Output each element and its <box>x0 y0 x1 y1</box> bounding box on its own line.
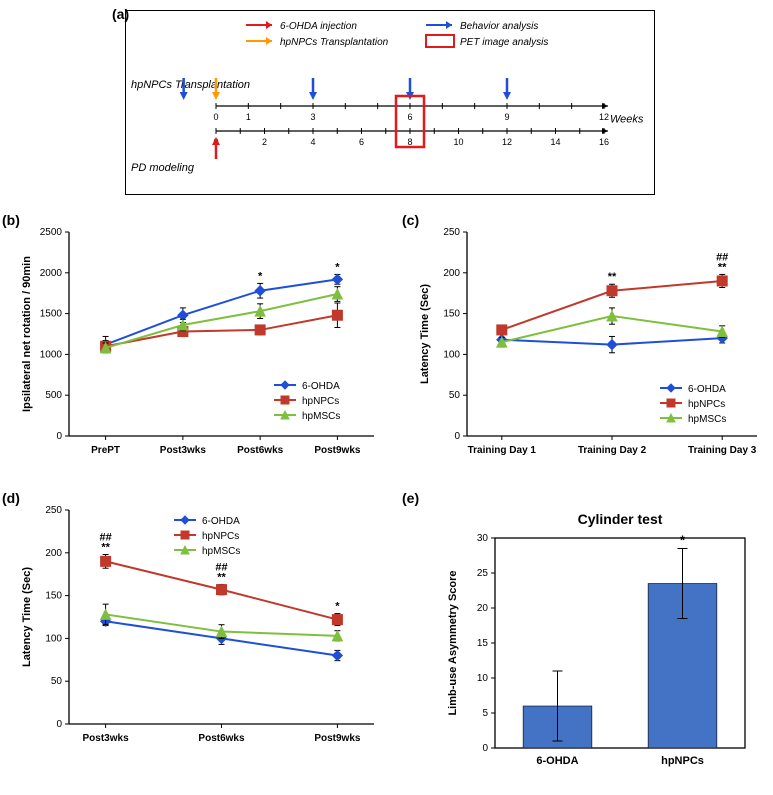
svg-text:Limb-use Asymmetry Score: Limb-use Asymmetry Score <box>447 570 459 715</box>
svg-text:Behavior analysis: Behavior analysis <box>460 21 538 32</box>
svg-text:10: 10 <box>477 673 489 684</box>
svg-text:0: 0 <box>213 112 218 122</box>
svg-text:4: 4 <box>310 137 315 147</box>
svg-text:5: 5 <box>482 708 488 719</box>
svg-text:Post9wks: Post9wks <box>314 733 361 744</box>
svg-text:100: 100 <box>443 349 460 360</box>
svg-text:Post3wks: Post3wks <box>83 733 130 744</box>
panel-e-chart: Cylinder test 0 5 10 15 20 25 30 Limb-use Asymme… <box>440 508 760 778</box>
svg-text:##: ## <box>215 561 227 573</box>
svg-text:150: 150 <box>443 309 460 320</box>
panel-a-timeline: 6-OHDA injection hpNPCs Transplantation Be… <box>125 10 655 195</box>
svg-text:*: * <box>258 270 263 282</box>
svg-text:Latency Time (Sec): Latency Time (Sec) <box>419 284 431 384</box>
svg-text:14: 14 <box>550 137 560 147</box>
svg-text:PrePT: PrePT <box>91 445 120 456</box>
svg-text:20: 20 <box>477 603 489 614</box>
svg-text:hpMSCs: hpMSCs <box>688 414 726 425</box>
svg-text:1000: 1000 <box>40 349 63 360</box>
svg-text:hpNPCs Transplantation: hpNPCs Transplantation <box>280 37 389 48</box>
svg-text:0: 0 <box>56 719 62 730</box>
svg-text:hpNPCs: hpNPCs <box>202 531 239 542</box>
svg-text:50: 50 <box>51 676 63 687</box>
svg-text:1: 1 <box>246 112 251 122</box>
svg-text:6-OHDA injection: 6-OHDA injection <box>280 21 357 32</box>
svg-text:PD modeling: PD modeling <box>131 162 195 174</box>
svg-text:12: 12 <box>599 112 609 122</box>
svg-text:0: 0 <box>56 431 62 442</box>
svg-text:6-OHDA: 6-OHDA <box>536 755 578 767</box>
svg-text:hpNPCs Transplantation: hpNPCs Transplantation <box>131 79 250 91</box>
svg-text:*: * <box>335 601 340 613</box>
panel-c-chart: 0 50 100 150 200 250 Training Day 1 Training Da… <box>412 220 767 470</box>
svg-text:**: ** <box>608 271 617 283</box>
svg-text:Training Day 1: Training Day 1 <box>468 445 537 456</box>
panel-b-chart: 0 500 1000 1500 2000 2500 PrePT Post3wks Post6wk… <box>14 220 384 470</box>
svg-text:25: 25 <box>477 568 489 579</box>
svg-text:15: 15 <box>477 638 489 649</box>
svg-text:Weeks: Weeks <box>610 114 644 126</box>
panel-e-label: (e) <box>402 490 419 506</box>
svg-text:##: ## <box>716 251 728 263</box>
svg-text:6-OHDA: 6-OHDA <box>202 516 240 527</box>
svg-text:3: 3 <box>310 112 315 122</box>
svg-text:200: 200 <box>45 548 62 559</box>
svg-text:hpNPCs: hpNPCs <box>661 755 704 767</box>
svg-text:*: * <box>680 533 686 548</box>
svg-text:500: 500 <box>45 390 62 401</box>
svg-text:1500: 1500 <box>40 309 63 320</box>
svg-text:2000: 2000 <box>40 268 63 279</box>
svg-text:6: 6 <box>359 137 364 147</box>
svg-text:Ipsilateral net rotation / 90m: Ipsilateral net rotation / 90min <box>21 256 33 412</box>
svg-text:Latency Time (Sec): Latency Time (Sec) <box>21 567 33 667</box>
svg-text:Post6wks: Post6wks <box>237 445 284 456</box>
svg-text:150: 150 <box>45 591 62 602</box>
svg-text:6-OHDA: 6-OHDA <box>688 384 726 395</box>
svg-text:6: 6 <box>407 112 412 122</box>
svg-text:Cylinder test: Cylinder test <box>578 511 663 527</box>
svg-text:PET image analysis: PET image analysis <box>460 37 548 48</box>
svg-text:16: 16 <box>599 137 609 147</box>
svg-text:hpMSCs: hpMSCs <box>202 546 240 557</box>
svg-text:10: 10 <box>453 137 463 147</box>
svg-text:6-OHDA: 6-OHDA <box>302 381 340 392</box>
svg-text:8: 8 <box>407 137 412 147</box>
svg-text:2500: 2500 <box>40 227 63 238</box>
svg-text:9: 9 <box>504 112 509 122</box>
svg-text:*: * <box>335 261 340 273</box>
svg-text:0: 0 <box>454 431 460 442</box>
svg-text:30: 30 <box>477 533 489 544</box>
svg-text:Post6wks: Post6wks <box>198 733 245 744</box>
svg-text:Post9wks: Post9wks <box>314 445 361 456</box>
svg-text:12: 12 <box>502 137 512 147</box>
svg-text:Training Day 3: Training Day 3 <box>688 445 757 456</box>
svg-text:Training Day 2: Training Day 2 <box>578 445 647 456</box>
svg-text:Post3wks: Post3wks <box>160 445 207 456</box>
svg-text:hpMSCs: hpMSCs <box>302 411 340 422</box>
panel-d-chart: 0 50 100 150 200 250 Post3wks Post6wks Post9wks L… <box>14 498 384 758</box>
svg-text:200: 200 <box>443 268 460 279</box>
svg-text:##: ## <box>99 532 111 544</box>
svg-text:250: 250 <box>443 227 460 238</box>
svg-text:hpNPCs: hpNPCs <box>688 399 725 410</box>
svg-text:250: 250 <box>45 505 62 516</box>
svg-text:2: 2 <box>262 137 267 147</box>
svg-text:0: 0 <box>482 743 488 754</box>
svg-text:50: 50 <box>449 390 461 401</box>
svg-text:hpNPCs: hpNPCs <box>302 396 339 407</box>
svg-text:100: 100 <box>45 633 62 644</box>
